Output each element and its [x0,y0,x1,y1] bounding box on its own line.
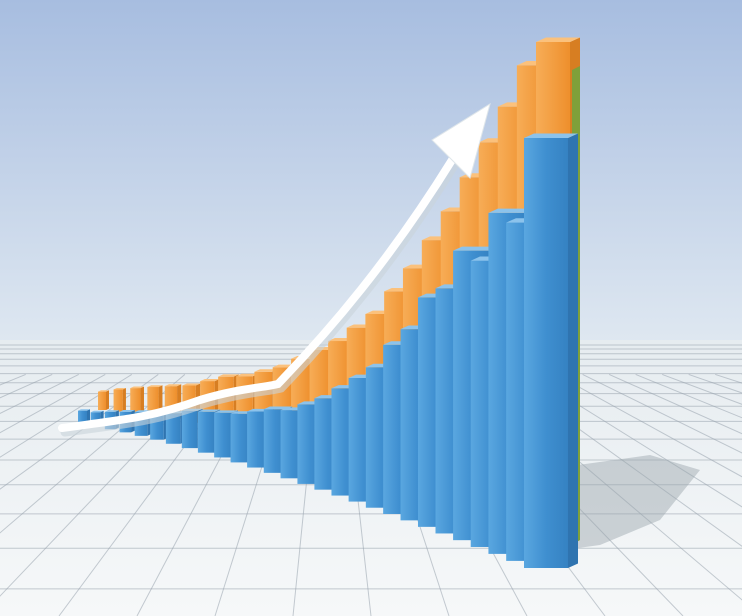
bar-front [247,411,269,468]
bar-front [78,410,87,425]
bar-top [254,369,278,372]
bar-top [147,385,163,388]
bar-shadow [578,455,700,548]
bar-side [122,388,126,412]
bar-top [104,410,119,412]
orange-bar [98,390,109,410]
bar-front [263,409,286,473]
bar-front [98,391,106,410]
bar-top [524,133,578,138]
arrow-shadow [60,159,460,437]
bar-front [113,389,123,412]
bar-side [106,390,109,410]
bar-top [200,378,220,382]
bar-front [90,412,101,427]
grid-line [0,374,106,434]
bar-top [182,383,201,386]
shadow-shape [578,455,700,548]
bar-top [130,386,144,389]
bar-top [98,390,109,392]
bar-top [78,409,90,411]
bar-top [218,374,239,377]
orange-bar [130,386,144,415]
bar-front [130,388,141,415]
arrow-head [431,102,491,179]
grid-line [582,373,742,454]
grid-line [608,373,742,435]
grid-line [0,374,133,458]
bar-front [214,412,233,458]
bar-side [568,133,578,568]
grid-line [555,374,742,478]
bar-top [113,388,126,390]
grid-line [635,373,742,419]
bar-front [165,413,181,444]
sky-background [0,0,742,345]
orange-bar [113,388,126,412]
bar-front [181,410,198,449]
bar-top [119,410,135,412]
bar-top [236,373,259,377]
growth-arrow [58,102,491,437]
blue-bar [524,133,578,568]
bar-front [524,138,568,568]
bar-top [536,37,580,42]
bar-top [453,246,500,251]
bar-side [140,386,144,415]
bar-top [214,410,238,413]
bar-top [197,409,221,412]
bar-front [230,413,251,463]
bar-top [90,410,104,413]
grid-line [529,374,742,508]
arrow-shaft [58,156,456,432]
bar-front [147,387,159,418]
bar-top [164,384,182,387]
bar-front [197,411,216,453]
